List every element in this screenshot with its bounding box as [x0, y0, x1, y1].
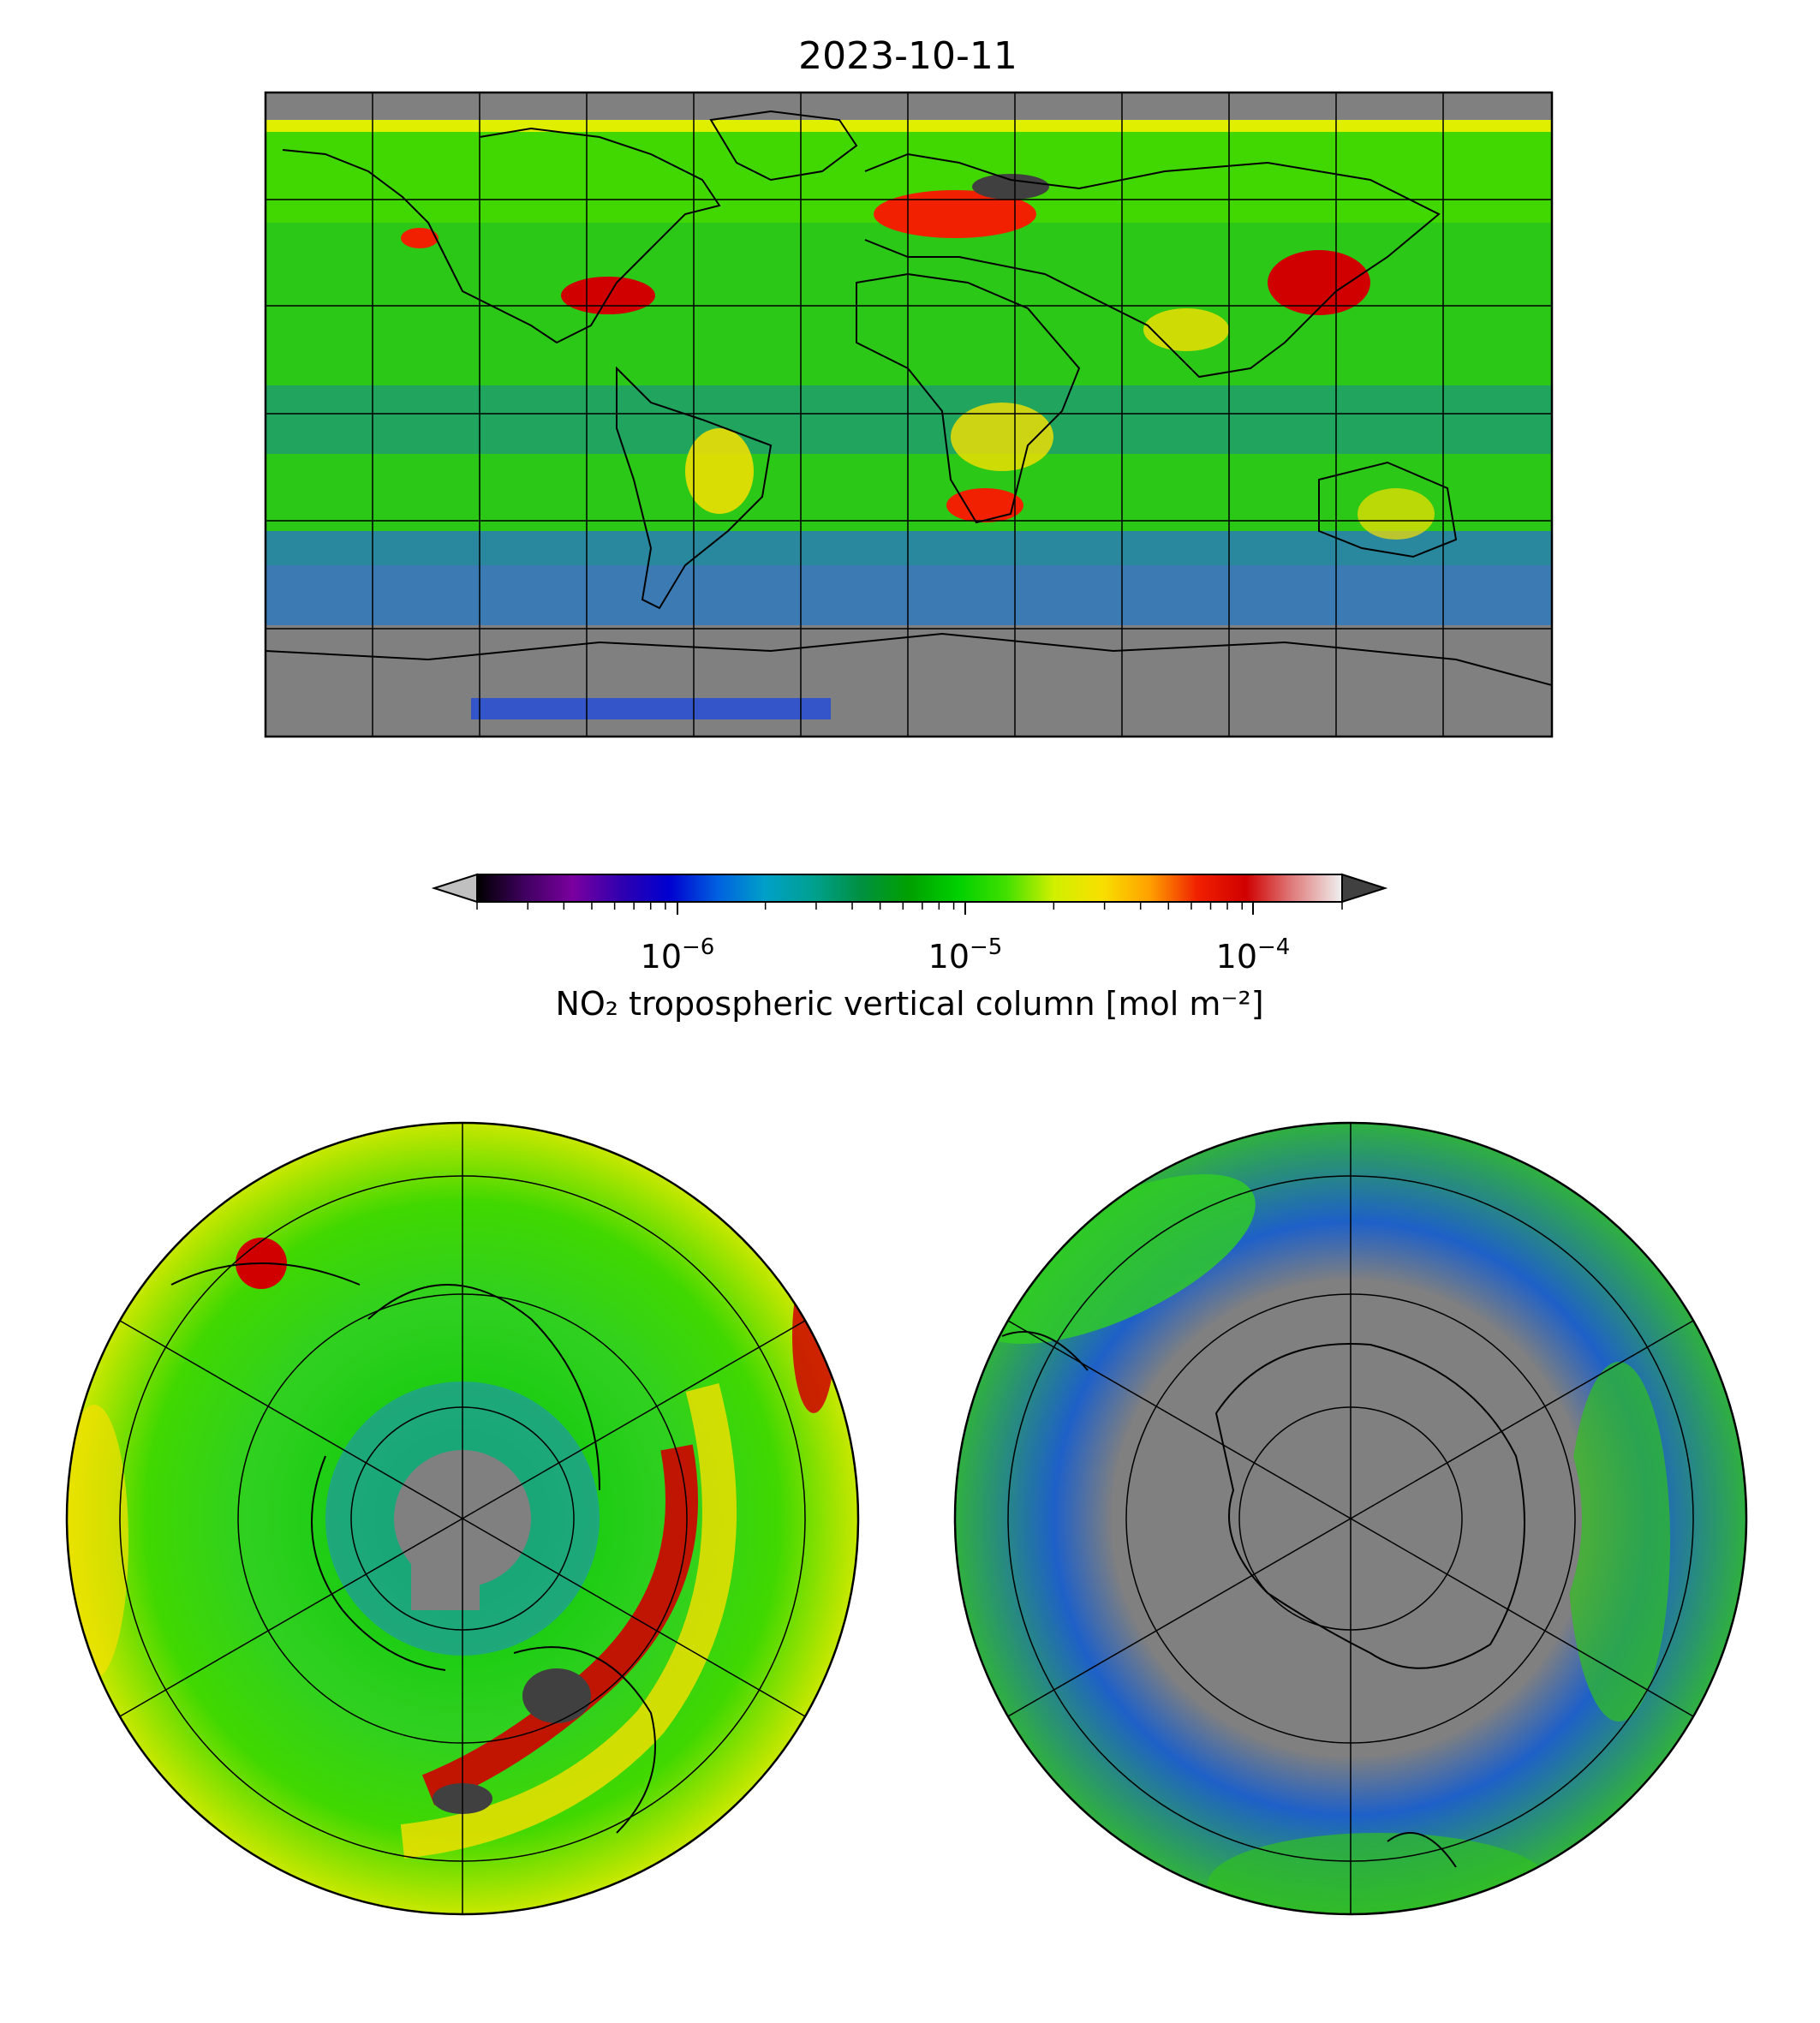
hotspot-south-america — [685, 428, 754, 514]
north-polar-dark-spot — [522, 1668, 591, 1723]
figure-title: 2023-10-11 — [798, 34, 1017, 78]
colorbar-tick-label: 10−6 — [641, 934, 715, 976]
north-polar-red-arc — [421, 1444, 698, 1805]
hotspot-australia — [1358, 488, 1435, 540]
colorbar-tick-label: 10−4 — [1216, 934, 1291, 976]
north-polar-map — [67, 1123, 858, 1914]
colorbar-extend-low — [431, 873, 478, 904]
colorbar-major-ticks — [677, 902, 1254, 915]
north-polar-yellow-arc — [400, 1382, 737, 1859]
antarctic-nodata — [266, 630, 1552, 737]
hotspot-moscow — [972, 174, 1049, 200]
global-gridlines — [266, 92, 1552, 737]
global-map-frame — [264, 91, 1554, 738]
colorbar-ramp — [476, 874, 1343, 903]
north-polar-frame — [65, 1121, 860, 1916]
equatorial-noise-band — [266, 385, 1552, 454]
north-polar-gridlines — [119, 1123, 806, 1914]
colorbar-extend-high — [1341, 873, 1388, 904]
coastlines — [266, 110, 1552, 686]
hotspot-africa — [951, 403, 1053, 471]
south-polar-gridlines — [1007, 1123, 1694, 1914]
south-polar-frame — [953, 1121, 1748, 1916]
hotspot-china — [1268, 250, 1370, 315]
antarctic-band-blue — [471, 698, 831, 719]
south-polar-map — [955, 1123, 1746, 1914]
global-map — [266, 92, 1552, 737]
south-polar-green-arc — [971, 1173, 1256, 1345]
colorbar-tick-label: 10−5 — [928, 934, 1003, 976]
hotspot-india — [1143, 308, 1229, 351]
colorbar-label: NO₂ tropospheric vertical column [mol m⁻… — [555, 985, 1263, 1023]
colorbar-minor-ticks — [476, 902, 1343, 910]
hotspot-south-africa — [946, 488, 1023, 522]
colorbar: 10−6 10−5 10−4 NO₂ tropospheric vertical… — [431, 873, 1388, 1023]
north-polar-yellow-edge — [67, 1405, 128, 1679]
hotspot-west-na — [401, 228, 439, 248]
southern-ocean-band — [266, 531, 1552, 625]
north-polar-coastlines — [170, 1262, 656, 1834]
arctic-edge-band — [266, 120, 1552, 132]
hotspot-europe — [874, 190, 1036, 238]
south-polar-green-arc — [1567, 1362, 1670, 1722]
